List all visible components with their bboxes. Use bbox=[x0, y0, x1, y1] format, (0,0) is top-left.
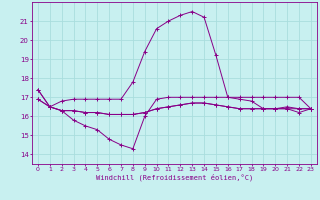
X-axis label: Windchill (Refroidissement éolien,°C): Windchill (Refroidissement éolien,°C) bbox=[96, 174, 253, 181]
